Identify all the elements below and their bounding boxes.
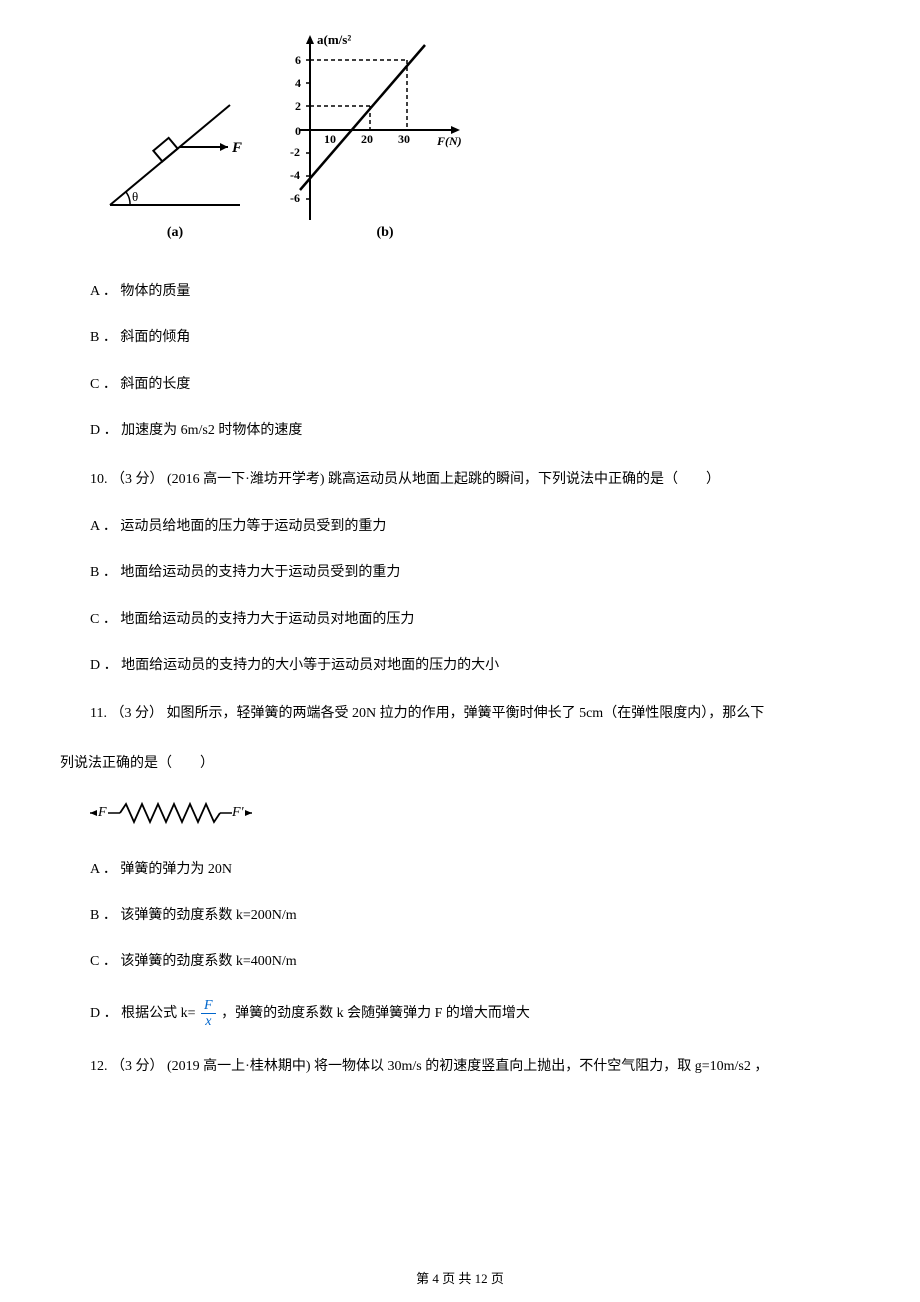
q11-d-post: ，弹簧的劲度系数 k 会随弹簧弹力 F 的增大而增大 <box>221 1006 530 1021</box>
svg-text:30: 30 <box>398 132 410 146</box>
fraction-num: F <box>201 998 216 1014</box>
q9-option-c: C ． 斜面的长度 <box>90 374 860 396</box>
q11-d-pre: D ． 根据公式 k= <box>90 1006 199 1021</box>
svg-text:0: 0 <box>295 124 301 138</box>
graph-diagram: a(m/s² F(N) 6 4 2 0 -2 -4 -6 10 20 30 <box>270 30 470 230</box>
svg-text:2: 2 <box>295 99 301 113</box>
q10-option-a: A ． 运动员给地面的压力等于运动员受到的重力 <box>90 516 860 538</box>
spring-right-label: F' <box>231 805 245 820</box>
x-axis-label: F(N) <box>436 134 462 148</box>
q11-option-d: D ． 根据公式 k= F x ，弹簧的劲度系数 k 会随弹簧弹力 F 的增大而… <box>90 998 860 1030</box>
fraction-icon: F x <box>201 998 216 1030</box>
figure-a-label: (a) <box>100 225 250 241</box>
q12-stem: 12. （3 分） (2019 高一上·桂林期中) 将一物体以 30m/s 的初… <box>90 1054 860 1079</box>
y-axis-label: a(m/s² <box>317 32 351 47</box>
q9-option-d: D ． 加速度为 6m/s2 时物体的速度 <box>90 420 860 442</box>
svg-text:-4: -4 <box>290 168 300 182</box>
q11-option-a: A ． 弹簧的弹力为 20N <box>90 859 860 881</box>
figures-container: θ F (a) a(m/s² F(N) 6 4 2 0 -2 -4 -6 10 … <box>100 30 860 241</box>
q11-option-c: C ． 该弹簧的劲度系数 k=400N/m <box>90 951 860 973</box>
angle-label: θ <box>132 189 138 204</box>
q10-option-d: D ． 地面给运动员的支持力的大小等于运动员对地面的压力的大小 <box>90 655 860 677</box>
svg-text:4: 4 <box>295 76 301 90</box>
page-footer: 第 4 页 共 12 页 <box>0 1268 920 1287</box>
svg-text:-2: -2 <box>290 145 300 159</box>
svg-text:20: 20 <box>361 132 373 146</box>
q9-option-b: B ． 斜面的倾角 <box>90 327 860 349</box>
figure-b: a(m/s² F(N) 6 4 2 0 -2 -4 -6 10 20 30 (b… <box>270 30 470 241</box>
spring-left-label: F <box>97 805 107 820</box>
q10-option-b: B ． 地面给运动员的支持力大于运动员受到的重力 <box>90 562 860 584</box>
q11-option-b: B ． 该弹簧的劲度系数 k=200N/m <box>90 905 860 927</box>
force-label: F <box>231 140 242 156</box>
q11-stem-1: 11. （3 分） 如图所示，轻弹簧的两端各受 20N 拉力的作用，弹簧平衡时伸… <box>90 701 860 726</box>
svg-text:-6: -6 <box>290 191 300 205</box>
spring-figure: F F' <box>90 800 860 835</box>
q9-option-a: A ． 物体的质量 <box>90 281 860 303</box>
incline-diagram: θ F <box>100 85 250 215</box>
figure-a: θ F (a) <box>100 85 250 241</box>
svg-text:6: 6 <box>295 53 301 67</box>
q11-stem-2: 列说法正确的是（ ） <box>60 751 860 776</box>
q10-option-c: C ． 地面给运动员的支持力大于运动员对地面的压力 <box>90 609 860 631</box>
svg-text:10: 10 <box>324 132 336 146</box>
q10-stem: 10. （3 分） (2016 高一下·潍坊开学考) 跳高运动员从地面上起跳的瞬… <box>90 467 860 492</box>
fraction-den: x <box>201 1014 216 1029</box>
